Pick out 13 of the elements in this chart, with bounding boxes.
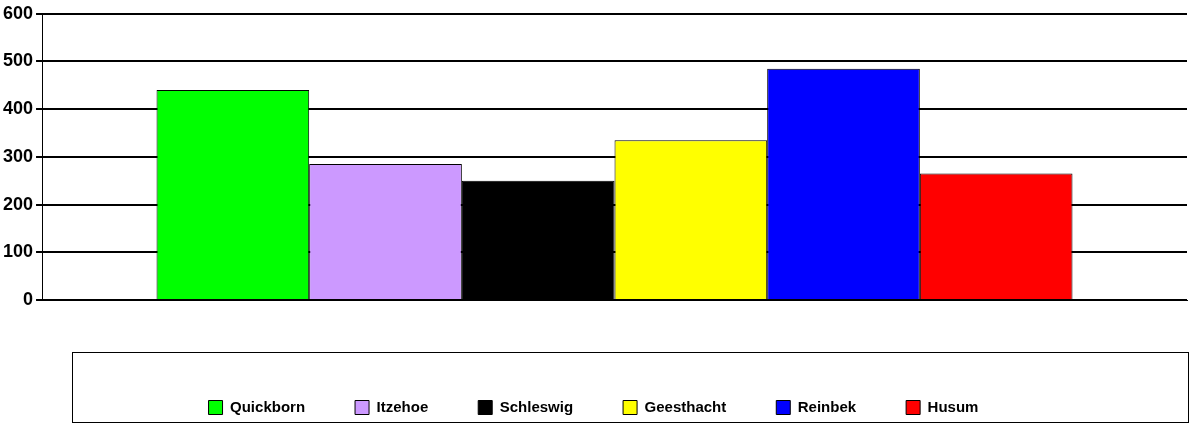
legend-label: Husum bbox=[927, 397, 979, 415]
y-tick-label: 300 bbox=[2, 145, 34, 166]
legend-label: Schleswig bbox=[499, 397, 574, 415]
legend-label: Itzehoe bbox=[376, 397, 429, 415]
legend-label: Reinbek bbox=[797, 397, 857, 415]
y-tick-label: 100 bbox=[2, 241, 34, 262]
y-tick-label: 600 bbox=[2, 2, 34, 23]
y-tick-label: 400 bbox=[2, 98, 34, 119]
y-tick-label: 0 bbox=[23, 288, 34, 309]
legend-label: Geesthacht bbox=[644, 397, 727, 415]
y-tick-label: 200 bbox=[2, 193, 34, 214]
y-tick-label: 500 bbox=[2, 50, 34, 71]
legend-label: Quickborn bbox=[230, 397, 306, 415]
